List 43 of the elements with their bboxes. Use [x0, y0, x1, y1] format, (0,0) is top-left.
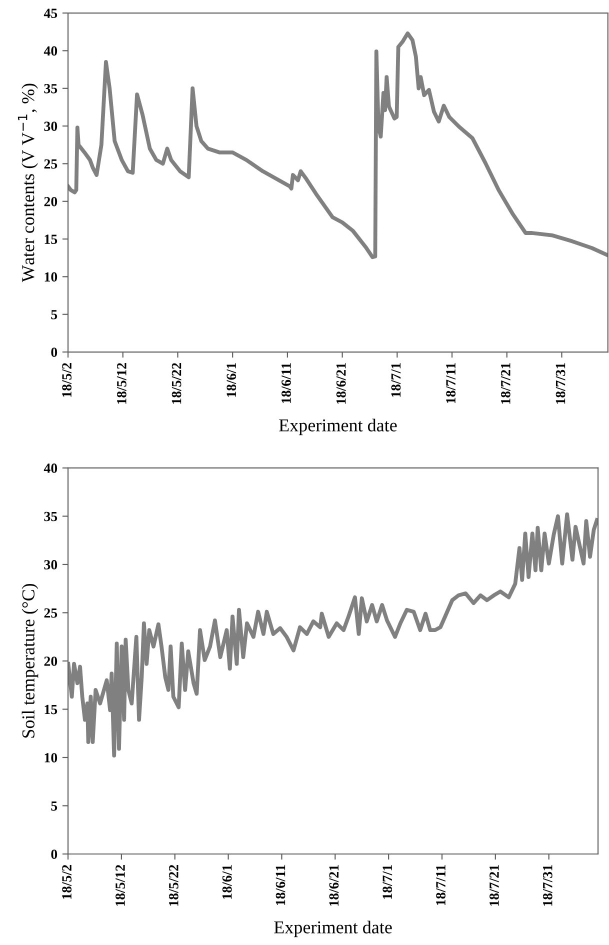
- y-tick-label: 15: [44, 704, 58, 714]
- x-tick-label: 18/5/2: [62, 865, 72, 899]
- y-tick-label: 30: [44, 122, 58, 131]
- y-axis-title: Soil temperature (°C): [22, 584, 38, 738]
- y-tick-label: 40: [44, 46, 58, 56]
- x-tick-label: 18/5/2: [62, 363, 72, 397]
- x-tick-label: 18/6/11: [282, 363, 291, 403]
- x-tick-label: 18/6/21: [329, 865, 339, 906]
- y-tick-label: 15: [44, 234, 58, 244]
- x-tick-label: 18/7/1: [382, 865, 392, 899]
- x-tick-label: 18/6/21: [336, 363, 346, 404]
- x-tick-label: 18/7/21: [500, 363, 510, 404]
- y-tick-label: 0: [51, 348, 58, 357]
- x-tick-label: 18/6/1: [222, 865, 232, 899]
- y-tick-label: 40: [44, 464, 58, 473]
- y-tick-label: 5: [51, 801, 58, 811]
- x-tick-label: 18/7/11: [436, 865, 446, 905]
- x-tick-label: 18/5/22: [168, 865, 178, 906]
- x-axis-title: Experiment date: [279, 418, 397, 436]
- x-tick-label: 18/5/12: [116, 363, 126, 404]
- y-axis-title: Water contents (V V$^{−1}$, %): [18, 84, 38, 282]
- x-tick-label: 18/7/31: [542, 865, 552, 906]
- y-tick-label: 10: [44, 272, 58, 282]
- x-axis-title: Experiment date: [274, 920, 392, 938]
- x-tick-label: 18/6/11: [276, 865, 286, 905]
- y-tick-label: 20: [44, 656, 58, 666]
- x-tick-label: 18/7/21: [490, 865, 499, 906]
- y-tick-label: 30: [44, 560, 58, 570]
- x-tick-label: 18/7/1: [391, 363, 401, 397]
- x-tick-label: 18/7/11: [446, 363, 456, 403]
- x-tick-label: 18/5/12: [116, 865, 125, 906]
- y-tick-label: 5: [51, 310, 58, 320]
- y-tick-label: 20: [44, 196, 58, 206]
- y-tick-label: 35: [44, 512, 58, 522]
- y-tick-label: 25: [44, 608, 58, 618]
- y-tick-label: 10: [44, 753, 58, 762]
- y-tick-label: 45: [44, 8, 58, 18]
- x-tick-label: 18/7/31: [556, 363, 566, 404]
- x-tick-label: 18/5/22: [172, 363, 182, 404]
- y-tick-label: 35: [44, 84, 58, 94]
- y-tick-label: 25: [44, 159, 58, 169]
- x-tick-label: 18/6/1: [226, 363, 236, 397]
- y-tick-label: 0: [51, 850, 58, 859]
